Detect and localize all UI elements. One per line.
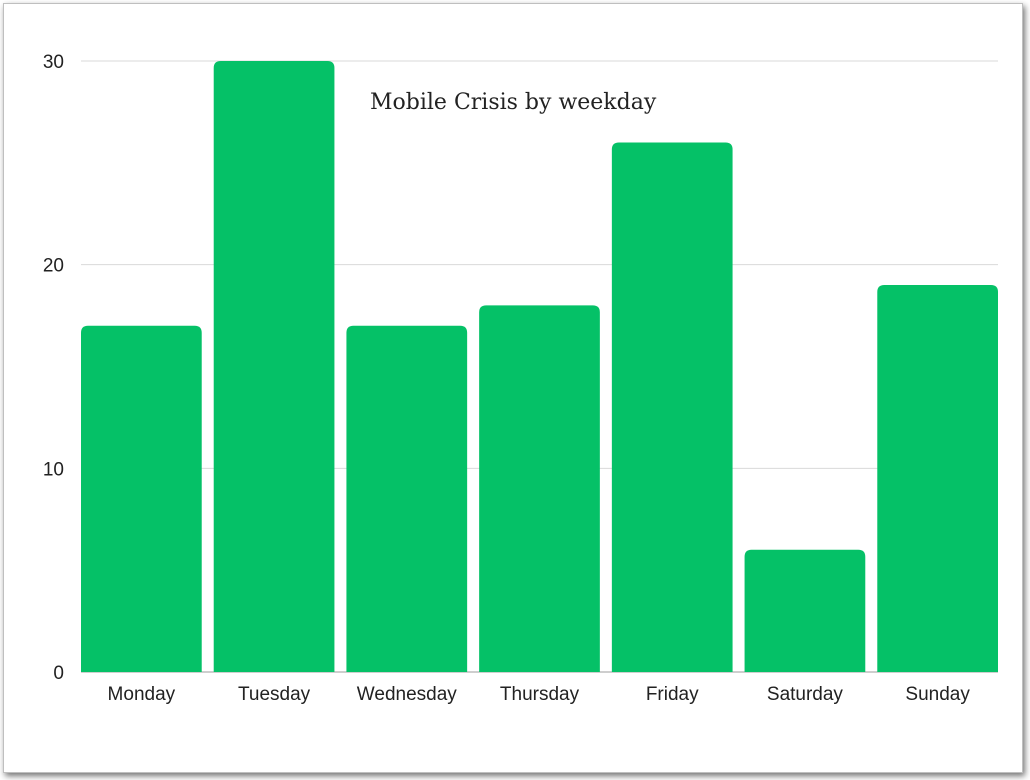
y-tick-label: 30 [43, 52, 64, 73]
x-axis-labels: Monday Tuesday Wednesday Thursday Friday Satu… [108, 684, 971, 705]
y-axis-ticks: 0 10 20 30 [43, 52, 64, 684]
bar-monday [81, 325, 202, 672]
x-category-label: Wednesday [357, 684, 457, 705]
y-tick-label: 20 [43, 256, 64, 277]
y-tick-label: 10 [43, 459, 64, 480]
bar-friday [611, 142, 733, 672]
bar-sunday [877, 285, 998, 672]
x-category-label: Tuesday [238, 684, 311, 705]
bars [81, 61, 998, 672]
bar-saturday [744, 549, 866, 672]
y-tick-label: 0 [53, 663, 64, 684]
x-category-label: Friday [646, 684, 699, 705]
x-category-label: Thursday [500, 684, 580, 705]
bar-tuesday [213, 61, 335, 672]
x-category-label: Monday [108, 684, 176, 705]
bar-wednesday [346, 325, 468, 672]
chart-title: Mobile Crisis by weekday [370, 90, 657, 115]
bar-thursday [479, 305, 600, 672]
x-category-label: Sunday [905, 684, 970, 705]
x-category-label: Saturday [767, 684, 844, 705]
